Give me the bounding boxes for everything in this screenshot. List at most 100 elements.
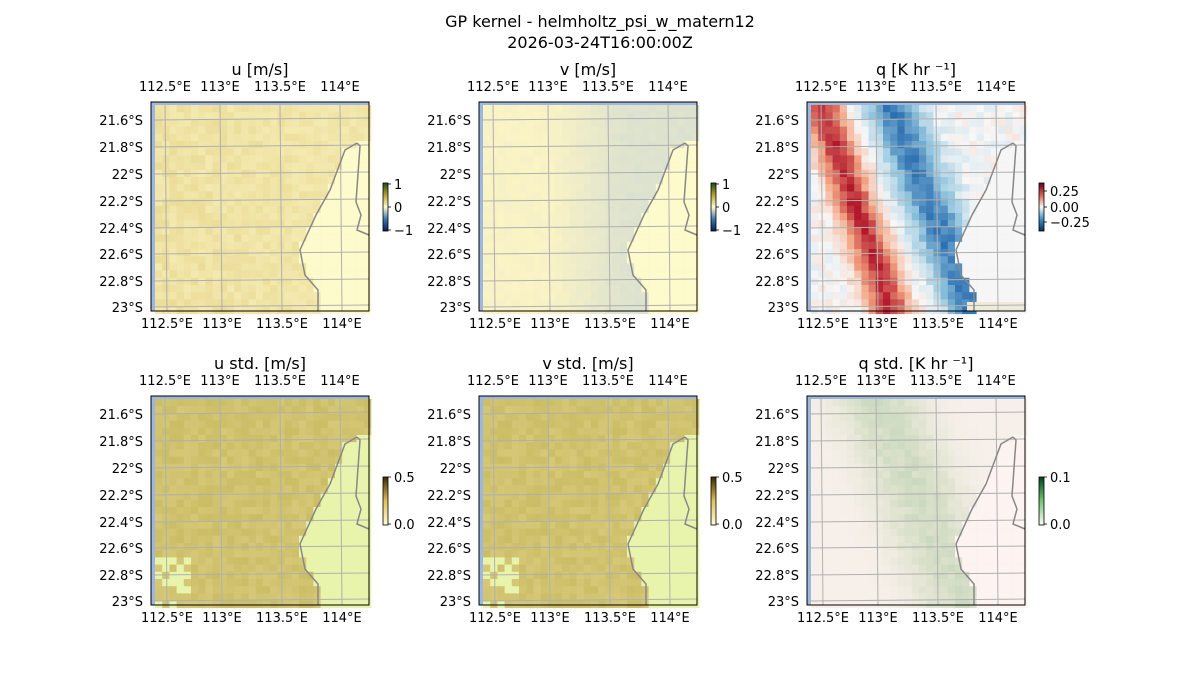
colorbar-label: 0.25 — [1050, 185, 1079, 200]
heat-cell — [904, 220, 913, 228]
heat-cell — [677, 270, 685, 279]
heat-cell — [363, 292, 372, 300]
heat-cell — [969, 191, 977, 199]
heat-cell — [897, 442, 905, 450]
heat-cell — [969, 478, 977, 486]
heat-cell — [677, 478, 685, 486]
heat-cell — [605, 112, 613, 120]
heat-cell — [270, 521, 278, 529]
heat-cell — [320, 241, 329, 250]
heat-cell — [847, 406, 855, 414]
heat-cell — [569, 191, 577, 199]
heat-cell — [598, 600, 606, 609]
heat-cell — [641, 507, 649, 515]
heat-cell — [911, 478, 920, 486]
heat-cell — [155, 249, 163, 257]
heat-cell — [861, 499, 869, 508]
heat-cell — [940, 177, 949, 185]
heat-cell — [691, 427, 700, 436]
heat-cell — [569, 571, 577, 580]
heat-cell — [349, 126, 357, 135]
heat-cell — [169, 162, 177, 171]
heat-cell — [825, 456, 833, 465]
heat-cell — [277, 112, 285, 120]
heat-cell — [219, 507, 228, 515]
heat-cell — [363, 406, 372, 414]
heat-cell — [634, 478, 642, 486]
heat-cell — [983, 191, 992, 199]
heat-cell — [655, 571, 664, 580]
heat-cell — [363, 177, 372, 185]
heat-cell — [490, 557, 498, 565]
heat-cell — [576, 285, 585, 293]
heat-cell — [342, 126, 350, 135]
heat-cell — [483, 141, 491, 149]
heat-cell — [854, 478, 862, 486]
heat-cell — [263, 141, 271, 149]
heat-cell — [306, 213, 314, 221]
heat-cell — [504, 543, 513, 551]
heat-cell — [205, 162, 213, 171]
heat-cell — [947, 420, 956, 429]
heat-cell — [349, 133, 357, 142]
heat-cell — [883, 442, 891, 450]
heat-cell — [227, 579, 235, 587]
heat-cell — [1012, 126, 1021, 135]
heat-cell — [270, 571, 278, 580]
lon-gridline — [164, 101, 168, 312]
heat-cell — [227, 191, 235, 199]
heat-cell — [349, 471, 357, 479]
heat-cell — [299, 177, 307, 185]
heat-cell — [684, 126, 693, 135]
heat-cell — [847, 270, 855, 279]
heat-cell — [320, 492, 329, 501]
heat-cell — [155, 485, 163, 493]
heat-cell — [306, 564, 314, 573]
heat-cell — [1012, 492, 1021, 501]
heat-cell — [861, 141, 869, 149]
heat-cell — [605, 119, 613, 127]
heat-cell — [562, 521, 570, 529]
lat-tick: 22.8°S — [427, 275, 471, 290]
heat-cell — [875, 270, 884, 279]
heat-cell — [540, 521, 549, 529]
heat-cell — [555, 600, 563, 609]
heat-cell — [155, 550, 163, 558]
colorbar-label: 0 — [722, 201, 730, 216]
heat-cell — [904, 442, 913, 450]
heat-cell — [320, 420, 329, 429]
heat-cell — [655, 413, 664, 421]
heat-cell — [969, 119, 977, 127]
heat-cell — [519, 399, 527, 407]
heat-cell — [263, 213, 271, 221]
heat-cell — [205, 413, 213, 421]
heat-cell — [619, 435, 628, 443]
heat-cell — [183, 564, 192, 573]
heat-cell — [663, 579, 671, 587]
heat-cell — [198, 184, 206, 192]
heat-cell — [1005, 184, 1013, 192]
heat-cell — [998, 442, 1006, 450]
heat-cell — [205, 571, 213, 580]
heat-cell — [1012, 420, 1021, 429]
heat-cell — [155, 184, 163, 192]
heat-cell — [227, 148, 235, 156]
heat-cell — [648, 292, 657, 300]
heat-cell — [998, 256, 1006, 264]
heat-cell — [962, 169, 970, 178]
heat-cell — [205, 155, 213, 163]
heat-cell — [875, 492, 884, 501]
heat-cell — [327, 263, 336, 271]
heat-cell — [263, 471, 271, 479]
heat-cell — [356, 492, 365, 501]
heat-cell — [641, 234, 649, 243]
heat-cell — [648, 507, 657, 515]
heat-cell — [583, 485, 592, 493]
heat-cell — [861, 155, 869, 163]
heat-cell — [1012, 463, 1021, 472]
lon-tick-bottom: 114°E — [650, 317, 690, 332]
heat-cell — [897, 413, 905, 421]
heat-cell — [691, 119, 700, 127]
heat-cell — [248, 557, 257, 565]
heat-cell — [677, 507, 685, 515]
